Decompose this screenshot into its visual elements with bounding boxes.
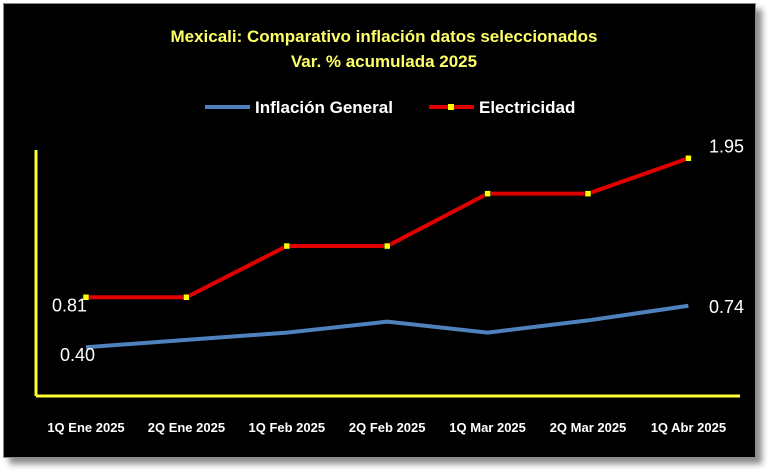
x-tick-label: 1Q Feb 2025 (248, 420, 325, 435)
data-label-inflacion-last: 0.74 (709, 297, 744, 317)
data-label-inflacion-first: 0.40 (60, 345, 95, 365)
x-tick-label: 2Q Feb 2025 (349, 420, 426, 435)
data-label-electricidad-last: 1.95 (709, 136, 744, 156)
chart-subtitle: Var. % acumulada 2025 (291, 52, 477, 71)
x-tick-label: 1Q Ene 2025 (47, 420, 124, 435)
data-point-electricidad (82, 294, 90, 301)
data-point-electricidad (584, 190, 592, 197)
series-line-electricidad (86, 156, 690, 300)
x-tick-label: 2Q Mar 2025 (550, 420, 627, 435)
x-tick-label: 1Q Mar 2025 (449, 420, 526, 435)
data-point-electricidad (183, 294, 190, 301)
legend: Inflación General Electricidad (205, 98, 575, 117)
legend-label-electricidad: Electricidad (479, 98, 575, 117)
data-labels: 0.81 1.95 0.40 0.74 (52, 136, 744, 365)
line-chart: Mexicali: Comparativo inflación datos se… (34, 27, 744, 435)
legend-marker-electricidad (448, 104, 454, 110)
data-point-electricidad (283, 242, 291, 250)
legend-label-inflacion-general: Inflación General (255, 98, 393, 117)
chart-title: Mexicali: Comparativo inflación datos se… (170, 27, 597, 46)
x-tick-label: 1Q Abr 2025 (651, 420, 726, 435)
x-axis-tick-labels: 1Q Ene 2025 2Q Ene 2025 1Q Feb 2025 2Q Feb … (47, 420, 726, 435)
data-label-electricidad-first: 0.81 (52, 295, 87, 315)
data-point-electricidad (685, 155, 692, 162)
data-point-electricidad (383, 242, 391, 250)
series-layer (82, 155, 692, 350)
series-line-inflacion-general (85, 303, 689, 350)
chart-frame: Mexicali: Comparativo inflación datos se… (3, 3, 756, 458)
data-point-electricidad (484, 190, 491, 197)
x-tick-label: 2Q Ene 2025 (148, 420, 225, 435)
